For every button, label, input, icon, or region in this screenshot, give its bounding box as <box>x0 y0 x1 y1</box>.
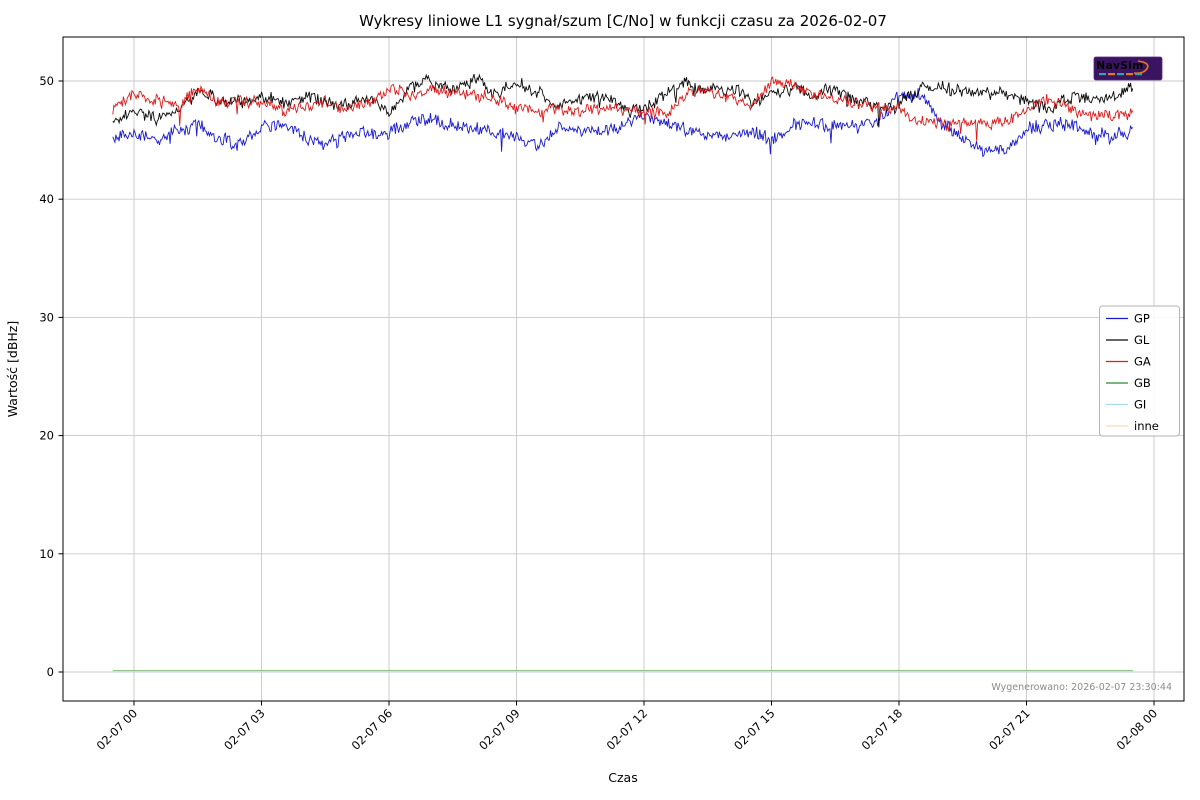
plot-frame <box>62 36 1185 702</box>
series-line-gp <box>112 88 1134 158</box>
x-tick-label: 02-07 21 <box>986 706 1032 752</box>
legend-label: GP <box>1134 312 1150 326</box>
legend-item-gp: GP <box>1106 312 1150 326</box>
legend-item-gi: GI <box>1106 398 1146 412</box>
navsim-logo-text: NavSim <box>1096 60 1143 72</box>
y-tick-label: 40 <box>39 192 54 206</box>
y-tick-label: 30 <box>39 310 54 324</box>
series-line-ga <box>112 76 1134 141</box>
axis-ticks: 02-07 00 02-07 03 02-07 06 02-07 09 02-07 12… <box>39 74 1160 753</box>
grid-lines <box>63 37 1184 701</box>
legend-label: inne <box>1134 419 1159 433</box>
legend-item-gb: GB <box>1106 376 1151 390</box>
y-tick-label: 0 <box>47 665 54 679</box>
x-axis-label: Czas <box>608 770 637 785</box>
y-axis-label: Wartość [dBHz] <box>5 321 20 418</box>
legend-item-gl: GL <box>1106 333 1150 347</box>
chart-title: Wykresy liniowe L1 sygnał/szum [C/No] w … <box>359 12 887 30</box>
y-tick-label: 10 <box>39 547 54 561</box>
generated-timestamp: Wygenerowano: 2026-02-07 23:30:44 <box>991 682 1172 693</box>
x-tick-label: 02-07 06 <box>349 706 395 752</box>
y-tick-label: 20 <box>39 429 54 443</box>
x-tick-label: 02-07 03 <box>221 706 267 752</box>
x-tick-label: 02-07 18 <box>859 706 905 752</box>
x-tick-label: 02-07 00 <box>94 706 140 752</box>
legend-item-inne: inne <box>1106 419 1159 433</box>
legend-label: GI <box>1134 398 1146 412</box>
navsim-logo-subtext-decoration <box>1099 73 1142 76</box>
series-line-gl <box>112 73 1134 128</box>
x-tick-label: 02-08 00 <box>1114 706 1160 752</box>
legend-label: GL <box>1134 333 1150 347</box>
chart-legend: GP GL GA GB GI inne <box>1099 305 1180 437</box>
legend-label: GA <box>1134 355 1151 369</box>
data-series <box>112 73 1134 673</box>
x-tick-label: 02-07 09 <box>476 706 522 752</box>
legend-box <box>1099 305 1180 437</box>
x-tick-label: 02-07 12 <box>604 706 650 752</box>
navsim-logo: NavSim <box>1093 56 1163 81</box>
y-tick-label: 50 <box>39 74 54 88</box>
x-tick-label: 02-07 15 <box>731 706 777 752</box>
legend-item-ga: GA <box>1106 355 1151 369</box>
legend-label: GB <box>1134 376 1151 390</box>
